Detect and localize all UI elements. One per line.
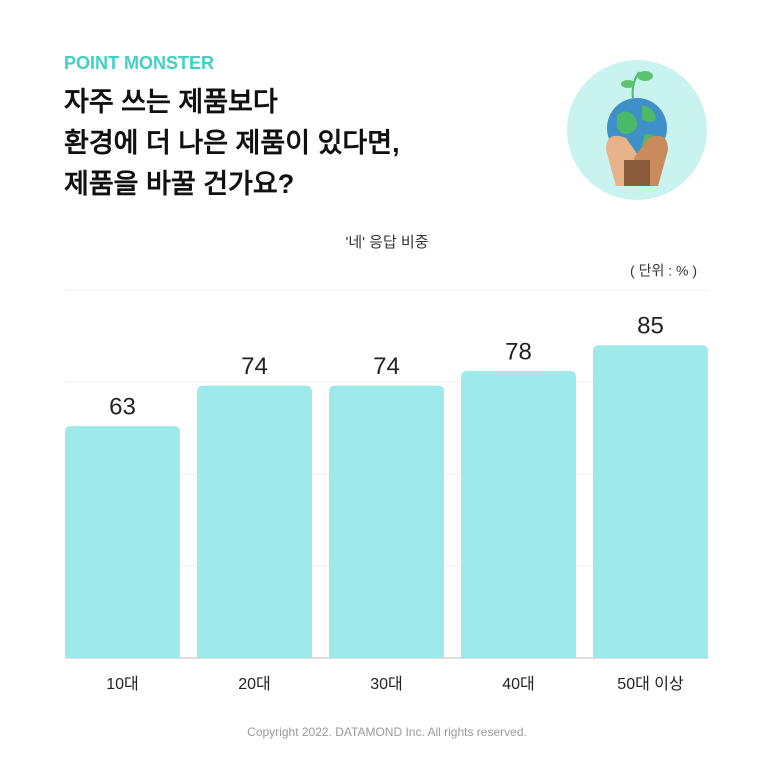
value-label: 74 [373, 353, 400, 380]
x-tick-label: 50대 이상 [617, 675, 684, 693]
chart-title-line: 제품을 바꿀 건가요? [64, 169, 294, 199]
value-label: 78 [505, 338, 532, 365]
unit-label: ( 단위 : % ) [630, 263, 697, 279]
value-label: 63 [109, 394, 136, 421]
bar [461, 370, 576, 658]
subtitle: '네' 응답 비중 [345, 234, 428, 251]
illustration [567, 60, 707, 200]
chart-title-line: 자주 쓰는 제품보다 [64, 87, 278, 117]
x-tick-label: 20대 [238, 675, 271, 693]
bar [65, 426, 180, 658]
chart-title-line: 환경에 더 나은 제품이 있다면, [64, 128, 400, 158]
bar [329, 385, 444, 658]
bar [197, 385, 312, 658]
bar [593, 345, 708, 658]
x-tick-label: 30대 [370, 675, 403, 693]
brand: POINT MONSTER [64, 53, 214, 73]
footer: Copyright 2022. DATAMOND Inc. All rights… [247, 725, 527, 739]
value-label: 85 [637, 313, 664, 340]
x-tick-label: 10대 [106, 675, 139, 693]
value-label: 74 [241, 353, 268, 380]
x-tick-label: 40대 [502, 675, 535, 693]
